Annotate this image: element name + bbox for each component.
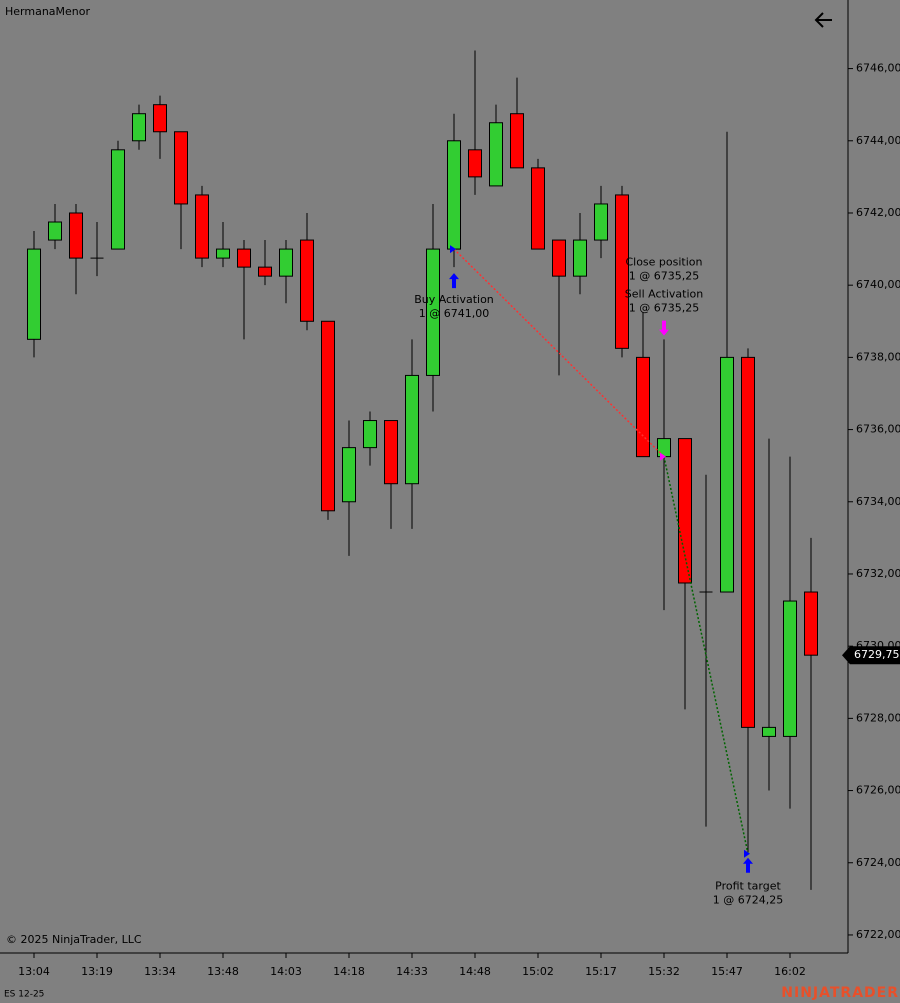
candle-body [216,248,230,259]
trade-name: Buy Activation [414,293,494,306]
contract: ES 12-25 [4,990,44,1000]
y-tick-label: 6726,00 [856,784,900,797]
y-tick-label: 6740,00 [856,278,900,291]
y-tick-label: 6736,00 [856,423,900,436]
y-tick-label: 6742,00 [856,206,900,219]
candle-body [510,113,524,169]
trade-name: Profit target [715,880,781,893]
candle-body [468,149,482,178]
x-tick-label: 15:17 [585,965,617,978]
candle-body [384,420,398,485]
candle-body [657,438,671,458]
y-tick-label: 6728,00 [856,711,900,724]
entry-marker [660,452,666,461]
x-tick-label: 13:04 [18,965,50,978]
candle-body [636,356,650,458]
candle-body [342,447,356,503]
last-price-box [842,646,900,665]
y-tick-label: 6724,00 [856,856,900,869]
candle-body [363,420,377,449]
x-tick-label: 13:48 [207,965,239,978]
trade-line [453,248,665,458]
x-tick-label: 15:02 [522,965,554,978]
candle-body [804,591,818,656]
x-tick-label: 13:34 [144,965,176,978]
y-tick-label: 6722,00 [856,928,900,941]
copyright: © 2025 NinjaTrader, LLC [6,933,142,946]
brand-logo: NINJATRADER [781,985,899,1001]
trade-arrow [659,320,669,336]
candle-body [48,221,62,241]
back-button[interactable] [814,12,832,28]
entry-marker [744,849,750,858]
x-tick-label: 13:19 [81,965,113,978]
candle-body [447,140,461,250]
trade-label: 1 @ 6735,25 [629,302,699,315]
candle-body [279,248,293,277]
trade-arrow [743,857,753,873]
candle-body [762,726,776,737]
x-tick-label: 14:48 [459,965,491,978]
candle-body [531,167,545,250]
candle-body [489,122,503,187]
y-tick-label: 6744,00 [856,134,900,147]
candle-body [741,356,755,728]
instrument-title: HermanaMenor [5,5,90,18]
x-tick-label: 14:03 [270,965,302,978]
candle-body [321,320,335,512]
trade-name: Close position [625,256,702,269]
candle-body [258,266,272,277]
x-tick-label: 14:33 [396,965,428,978]
candle-body [783,600,797,737]
x-tick-label: 14:18 [333,965,365,978]
trade-name: Sell Activation [625,288,703,301]
candle-body [237,248,251,268]
trade-label: 1 @ 6735,25 [629,270,699,283]
candle-body [405,374,419,485]
candle-body [132,113,146,142]
x-tick-label: 15:47 [711,965,743,978]
trade-label: 1 @ 6741,00 [419,307,489,320]
trade-arrow [449,273,459,289]
x-tick-label: 16:02 [774,965,806,978]
candle-body [69,212,83,259]
trade-label: 1 @ 6724,25 [713,894,783,907]
y-tick-label: 6734,00 [856,495,900,508]
y-tick-label: 6746,00 [856,62,900,75]
candle-body [678,438,692,584]
candle-body [573,239,587,277]
entry-marker [450,245,456,254]
y-tick-label: 6738,00 [856,350,900,363]
candle-body [720,356,734,593]
y-tick-label: 6732,00 [856,567,900,580]
last-price-label: 6729,75 [854,648,900,661]
candle-body [153,104,167,133]
candle-body [174,131,188,205]
candle-body [300,239,314,322]
candle-body [111,149,125,250]
candle-body [615,194,629,349]
candle-body [552,239,566,277]
candle-body [195,194,209,259]
x-tick-label: 15:32 [648,965,680,978]
candle-body [426,248,440,376]
candle-body [27,248,41,340]
candle-body [594,203,608,241]
